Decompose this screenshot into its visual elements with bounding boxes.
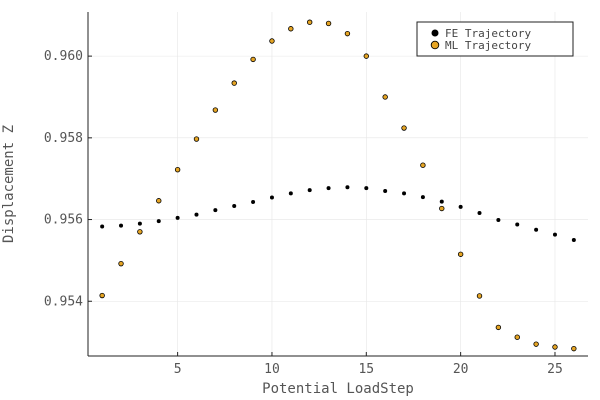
data-point bbox=[571, 237, 576, 242]
data-point bbox=[476, 293, 483, 299]
data-point bbox=[420, 162, 426, 168]
legend-marker bbox=[430, 40, 440, 50]
series-2 bbox=[99, 19, 577, 352]
data-point bbox=[269, 195, 274, 200]
y-tick-label: 0.960 bbox=[44, 49, 83, 64]
data-point bbox=[477, 211, 482, 216]
data-point bbox=[439, 199, 444, 204]
data-point bbox=[118, 260, 124, 267]
data-point bbox=[288, 191, 293, 196]
series bbox=[99, 19, 577, 352]
data-point bbox=[402, 191, 407, 196]
data-point bbox=[495, 324, 502, 331]
data-point bbox=[571, 345, 577, 352]
x-tick-label: 5 bbox=[174, 362, 182, 377]
data-point bbox=[401, 125, 407, 131]
grid bbox=[88, 12, 588, 356]
x-axis-title: Potential LoadStep bbox=[262, 381, 414, 397]
data-point bbox=[515, 222, 520, 227]
x-tick-label: 20 bbox=[453, 362, 469, 377]
data-point bbox=[326, 186, 331, 191]
data-point bbox=[231, 80, 237, 86]
x-tick-label: 10 bbox=[264, 362, 280, 377]
x-tick-label: 25 bbox=[547, 362, 563, 377]
y-tick-label: 0.954 bbox=[44, 294, 83, 309]
data-point bbox=[363, 53, 370, 59]
data-point bbox=[156, 198, 162, 204]
data-point bbox=[100, 224, 105, 229]
data-point bbox=[250, 56, 256, 63]
data-point bbox=[534, 227, 539, 232]
data-point bbox=[514, 334, 520, 340]
data-point bbox=[232, 204, 237, 209]
data-point bbox=[344, 30, 351, 37]
data-point bbox=[99, 292, 105, 299]
data-point bbox=[119, 223, 124, 228]
data-point bbox=[269, 38, 275, 44]
data-point bbox=[383, 188, 388, 193]
data-point bbox=[137, 229, 143, 235]
data-point bbox=[382, 94, 388, 100]
data-point bbox=[306, 19, 313, 25]
data-point bbox=[193, 136, 200, 142]
legend-marker bbox=[431, 29, 439, 37]
data-point bbox=[137, 221, 142, 226]
y-tick-label: 0.958 bbox=[44, 131, 83, 146]
data-point bbox=[175, 215, 180, 220]
data-point bbox=[212, 107, 219, 113]
x-tick-label: 15 bbox=[358, 362, 374, 377]
data-point bbox=[307, 188, 312, 193]
data-point bbox=[552, 232, 557, 237]
data-point bbox=[457, 251, 464, 257]
data-point bbox=[213, 208, 218, 213]
legend-box bbox=[416, 21, 574, 57]
axes: 5 10 15 20 25 0.954 0.956 0.958 0.960 bbox=[44, 12, 588, 377]
data-point bbox=[439, 205, 445, 212]
data-point bbox=[251, 199, 256, 204]
data-point bbox=[420, 195, 425, 200]
data-point bbox=[364, 186, 369, 191]
legend-label: FE Trajectory bbox=[445, 27, 531, 40]
data-point bbox=[496, 217, 501, 222]
y-axis-title: Displacement Z bbox=[1, 125, 17, 243]
data-point bbox=[156, 219, 161, 224]
data-point bbox=[345, 185, 350, 190]
data-point bbox=[174, 167, 181, 173]
data-point bbox=[458, 204, 463, 209]
series-1 bbox=[100, 185, 576, 242]
y-tick-label: 0.956 bbox=[44, 213, 83, 228]
legend-label: ML Trajectory bbox=[445, 39, 531, 52]
data-point bbox=[194, 212, 199, 217]
data-point bbox=[533, 341, 539, 347]
data-point bbox=[288, 26, 294, 32]
data-point bbox=[325, 20, 332, 27]
data-point bbox=[552, 344, 558, 350]
